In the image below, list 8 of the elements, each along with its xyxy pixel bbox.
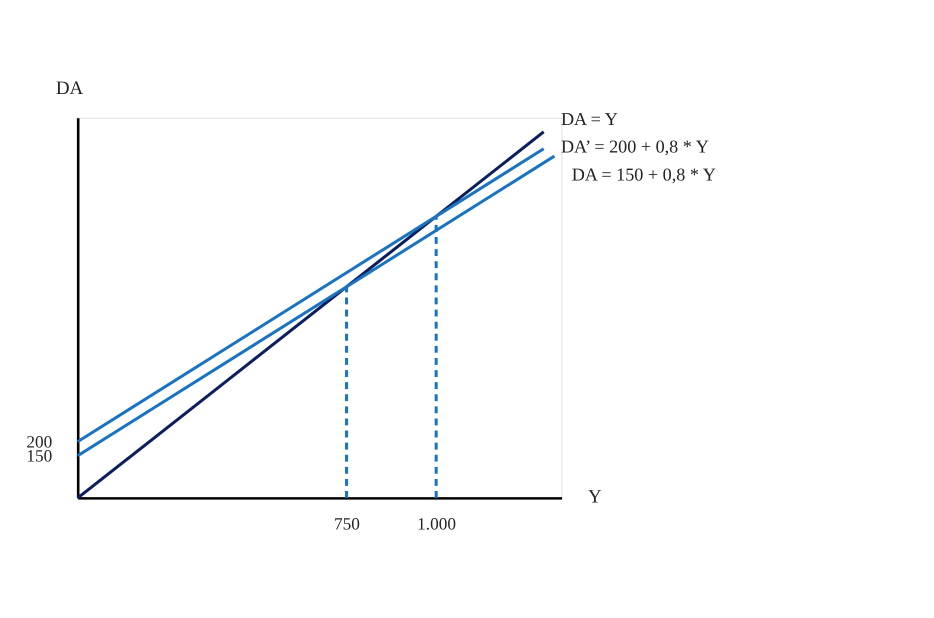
series-label: DA = Y — [560, 108, 618, 129]
series-label: DA = 150 + 0,8 * Y — [572, 164, 716, 184]
x-tick-label: 750 — [334, 514, 360, 534]
series-label: DA’ = 200 + 0,8 * Y — [560, 136, 709, 157]
y-axis-title: DA — [56, 78, 84, 100]
y-tick-label: 200 — [26, 432, 52, 452]
x-axis-title: Y — [588, 486, 602, 508]
x-tick-label: 1.000 — [417, 514, 456, 534]
